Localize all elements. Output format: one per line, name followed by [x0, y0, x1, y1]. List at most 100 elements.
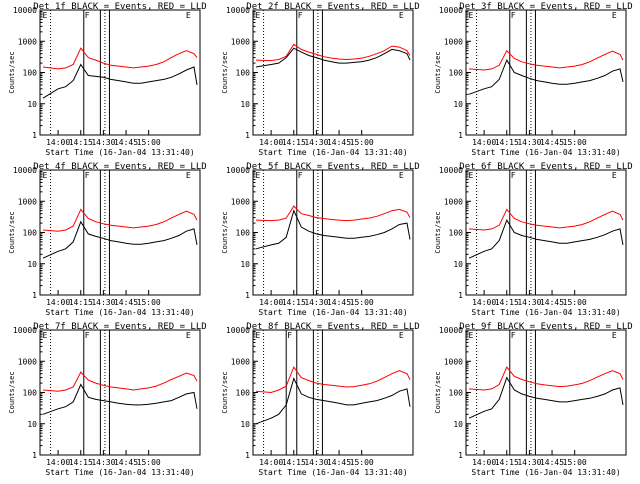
flag-label: E [612, 171, 617, 180]
x-tick-label: 14:30 [517, 458, 541, 467]
y-tick-label: 10 [453, 100, 463, 109]
flag-label: E [186, 171, 191, 180]
x-tick-label: 14:00 [46, 138, 70, 147]
panel-title: Det 2f BLACK = Events, RED = LLD [246, 2, 419, 12]
x-axis-title: Start Time (16-Jan-04 13:31:40) [471, 308, 620, 317]
events-series-line [42, 220, 198, 259]
panel-title: Det 3f BLACK = Events, RED = LLD [459, 2, 632, 12]
x-tick-label: 14:15 [495, 298, 519, 307]
y-tick-label: 1000 [231, 197, 250, 206]
x-tick-label: 14:30 [91, 458, 115, 467]
y-tick-label: 10000 [13, 6, 37, 15]
x-tick-label: 15:00 [350, 458, 374, 467]
y-axis-title: Counts/sec [8, 51, 16, 93]
detector-panel: Det 9f BLACK = Events, RED = LLD 1 10 100 10… [434, 322, 633, 477]
flag-label: F [298, 171, 303, 180]
y-axis-title: Counts/sec [8, 211, 16, 253]
y-tick-label: 100 [23, 389, 38, 398]
x-tick-label: 14:30 [517, 138, 541, 147]
flag-label: F [85, 171, 90, 180]
x-tick-label: 14:15 [495, 458, 519, 467]
flag-label: F [511, 331, 516, 340]
flag-label: F [287, 331, 292, 340]
y-tick-label: 1000 [18, 197, 37, 206]
x-tick-label: 14:00 [259, 138, 283, 147]
flag-label: F [85, 331, 90, 340]
y-tick-label: 10 [27, 100, 37, 109]
y-tick-label: 10000 [439, 166, 463, 175]
x-tick-label: 14:15 [282, 138, 306, 147]
x-tick-label: 15:00 [350, 298, 374, 307]
flag-label: F [511, 171, 516, 180]
plot-frame [39, 169, 201, 296]
events-series-line [255, 209, 411, 250]
x-axis-title: Start Time (16-Jan-04 13:31:40) [258, 148, 407, 157]
y-tick-label: 10000 [226, 6, 250, 15]
flag-label: F [511, 11, 516, 20]
lld-series-line [255, 43, 411, 62]
y-tick-label: 1 [32, 131, 37, 140]
x-tick-label: 14:00 [472, 458, 496, 467]
flag-label: E [469, 11, 474, 20]
x-axis-title: Start Time (16-Jan-04 13:31:40) [471, 148, 620, 157]
x-tick-label: 14:15 [282, 298, 306, 307]
y-tick-label: 10000 [226, 166, 250, 175]
x-tick-label: 14:30 [304, 298, 328, 307]
y-axis-title: Counts/sec [434, 371, 442, 413]
x-tick-label: 14:15 [69, 298, 93, 307]
detector-panel: Det 6f BLACK = Events, RED = LLD 1 10 100 10… [434, 162, 633, 317]
y-tick-label: 10 [453, 420, 463, 429]
y-tick-label: 1000 [444, 357, 463, 366]
flag-label: E [43, 331, 48, 340]
y-axis-title: Counts/sec [221, 211, 229, 253]
x-tick-label: 14:45 [327, 298, 351, 307]
y-tick-label: 100 [23, 229, 38, 238]
y-tick-label: 100 [236, 229, 251, 238]
y-tick-label: 1000 [18, 357, 37, 366]
y-tick-label: 100 [449, 229, 464, 238]
y-tick-label: 1000 [18, 37, 37, 46]
x-tick-label: 14:45 [540, 458, 564, 467]
events-series-line [468, 58, 624, 95]
y-tick-label: 1 [245, 291, 250, 300]
y-tick-label: 10 [240, 100, 250, 109]
flag-label: E [399, 11, 404, 20]
y-tick-label: 1000 [444, 197, 463, 206]
plot-frame [39, 329, 201, 456]
y-tick-label: 10000 [13, 166, 37, 175]
panel-title: Det 7f BLACK = Events, RED = LLD [33, 322, 206, 332]
x-axis-title: Start Time (16-Jan-04 13:31:40) [45, 148, 194, 157]
y-tick-label: 1000 [231, 357, 250, 366]
detector-panel: Det 8f BLACK = Events, RED = LLD 1 10 100 10… [221, 322, 420, 477]
y-tick-label: 1 [32, 291, 37, 300]
y-tick-label: 1 [458, 131, 463, 140]
y-tick-label: 1 [458, 291, 463, 300]
detector-panel: Det 5f BLACK = Events, RED = LLD 1 10 100 10… [221, 162, 420, 317]
panel-title: Det 4f BLACK = Events, RED = LLD [33, 162, 206, 172]
flag-label: E [612, 11, 617, 20]
x-tick-label: 15:00 [350, 138, 374, 147]
x-tick-label: 14:15 [69, 138, 93, 147]
events-series-line [468, 376, 624, 419]
events-series-line [468, 218, 624, 259]
x-tick-label: 14:30 [304, 138, 328, 147]
plot-frame [465, 169, 627, 296]
x-tick-label: 15:00 [137, 458, 161, 467]
detector-panel: Det 3f BLACK = Events, RED = LLD 1 10 100 10… [434, 2, 633, 157]
events-series-line [42, 383, 198, 415]
x-tick-label: 14:00 [472, 298, 496, 307]
flag-label: E [469, 331, 474, 340]
x-axis-title: Start Time (16-Jan-04 13:31:40) [45, 468, 194, 477]
lld-series-line [42, 47, 198, 70]
y-tick-label: 10 [240, 420, 250, 429]
plot-frame [465, 9, 627, 136]
flag-label: F [298, 11, 303, 20]
y-tick-label: 1 [458, 451, 463, 460]
events-series-line [255, 377, 411, 425]
y-tick-label: 1 [245, 451, 250, 460]
lld-series-line [255, 366, 411, 394]
x-tick-label: 14:00 [46, 458, 70, 467]
detector-panel: Det 2f BLACK = Events, RED = LLD 1 10 100 10… [221, 2, 420, 157]
x-tick-label: 15:00 [563, 298, 587, 307]
events-series-line [42, 63, 198, 99]
